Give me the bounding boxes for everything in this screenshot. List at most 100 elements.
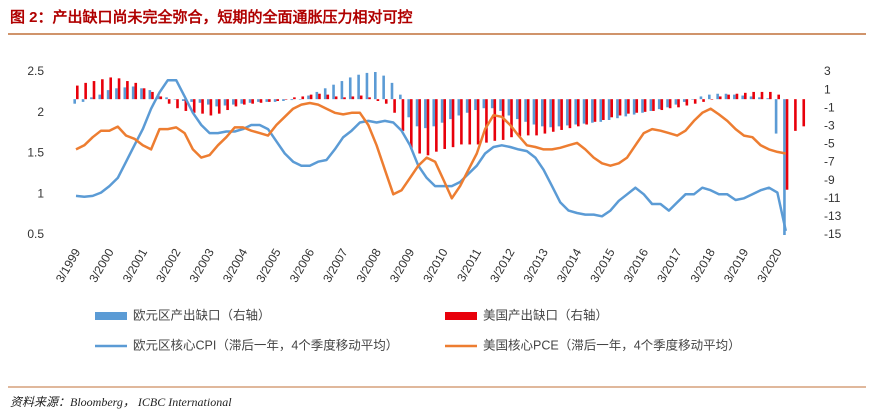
bar <box>582 99 586 124</box>
bar <box>777 94 780 100</box>
bar <box>702 99 705 102</box>
bar <box>535 99 538 136</box>
bar <box>365 72 369 100</box>
bar <box>410 99 413 149</box>
x-tick-label: 3/2005 <box>253 246 284 285</box>
bar <box>769 91 772 100</box>
bar <box>741 95 744 100</box>
bar <box>284 99 288 100</box>
bar <box>449 99 452 120</box>
bar <box>426 99 430 156</box>
bar <box>326 94 330 100</box>
bar <box>390 82 394 100</box>
x-tick-label: 3/2008 <box>353 246 384 285</box>
bar <box>309 94 313 100</box>
bar <box>735 93 739 100</box>
bar <box>265 99 269 102</box>
bar <box>602 99 605 120</box>
bar <box>435 99 438 152</box>
bar <box>92 81 96 100</box>
bar <box>451 99 455 148</box>
bar <box>198 99 202 103</box>
bar <box>240 99 243 104</box>
bar <box>610 99 613 118</box>
x-tick-label: 3/2016 <box>621 246 652 285</box>
bar <box>616 99 619 119</box>
bar <box>499 99 502 111</box>
bar <box>109 77 112 100</box>
bar <box>223 99 227 106</box>
bar <box>476 99 480 145</box>
bar <box>126 81 129 100</box>
y2-tick-label: -1 <box>824 100 835 114</box>
bar <box>257 99 260 102</box>
x-tick-label: 3/2017 <box>654 246 685 285</box>
bar <box>710 99 714 100</box>
x-tick-label: 3/2003 <box>186 246 217 285</box>
bar <box>557 99 561 127</box>
x-tick-label: 3/2006 <box>287 246 318 285</box>
bar <box>468 99 472 145</box>
bar <box>84 82 87 100</box>
bar <box>290 99 294 101</box>
x-tick-label: 3/2010 <box>420 246 451 285</box>
bar <box>643 99 647 112</box>
y2-tick-label: -7 <box>824 155 835 169</box>
bar <box>490 99 494 109</box>
y2-tick-label: -11 <box>824 191 841 205</box>
bar <box>348 77 352 100</box>
bar <box>190 99 193 102</box>
bar <box>718 96 722 100</box>
bar <box>273 99 277 102</box>
bar <box>551 99 555 132</box>
x-tick-label: 3/2019 <box>721 246 752 285</box>
bar <box>510 99 513 138</box>
bar <box>181 99 185 101</box>
x-tick-label: 3/1999 <box>53 246 84 285</box>
bar <box>374 72 377 100</box>
bar <box>752 91 755 100</box>
bar <box>123 87 127 100</box>
bar <box>226 99 229 111</box>
bar <box>493 99 497 141</box>
bar <box>357 74 360 100</box>
bar <box>560 99 563 130</box>
y-tick-label: 1 <box>37 186 44 200</box>
bar <box>543 99 547 134</box>
y2-tick-label: -9 <box>824 173 835 187</box>
bar <box>234 99 238 107</box>
y2-tick-label: -15 <box>824 227 842 241</box>
x-tick-label: 3/2014 <box>554 246 585 285</box>
bar <box>268 99 271 102</box>
bar <box>443 99 446 149</box>
bar <box>151 91 154 100</box>
bar <box>343 97 346 100</box>
bar <box>432 99 436 127</box>
y2-tick-label: -13 <box>824 209 842 223</box>
bar <box>248 99 252 103</box>
bar <box>699 96 703 100</box>
bar <box>73 99 76 104</box>
legend-label: 美国产出缺口（右轴） <box>483 307 608 322</box>
bar <box>593 99 597 122</box>
bar <box>566 99 569 126</box>
bar <box>184 99 188 111</box>
bar <box>526 99 530 136</box>
x-tick-label: 3/2007 <box>320 246 351 285</box>
x-tick-label: 3/2000 <box>86 246 117 285</box>
bar <box>485 99 488 143</box>
x-tick-label: 3/2012 <box>487 246 518 285</box>
bar <box>134 82 138 100</box>
legend-label: 欧元区核心CPI（滞后一年，4个季度移动平均） <box>133 337 398 352</box>
bar <box>382 75 385 100</box>
y-tick-label: 2 <box>37 105 44 119</box>
y-tick-label: 0.5 <box>27 227 44 241</box>
bar <box>744 92 747 100</box>
bar <box>315 91 319 100</box>
legend-swatch <box>95 312 127 320</box>
bar <box>668 99 672 109</box>
bar <box>749 96 753 100</box>
bar <box>115 88 118 100</box>
bar <box>148 90 152 100</box>
bar <box>276 99 279 101</box>
